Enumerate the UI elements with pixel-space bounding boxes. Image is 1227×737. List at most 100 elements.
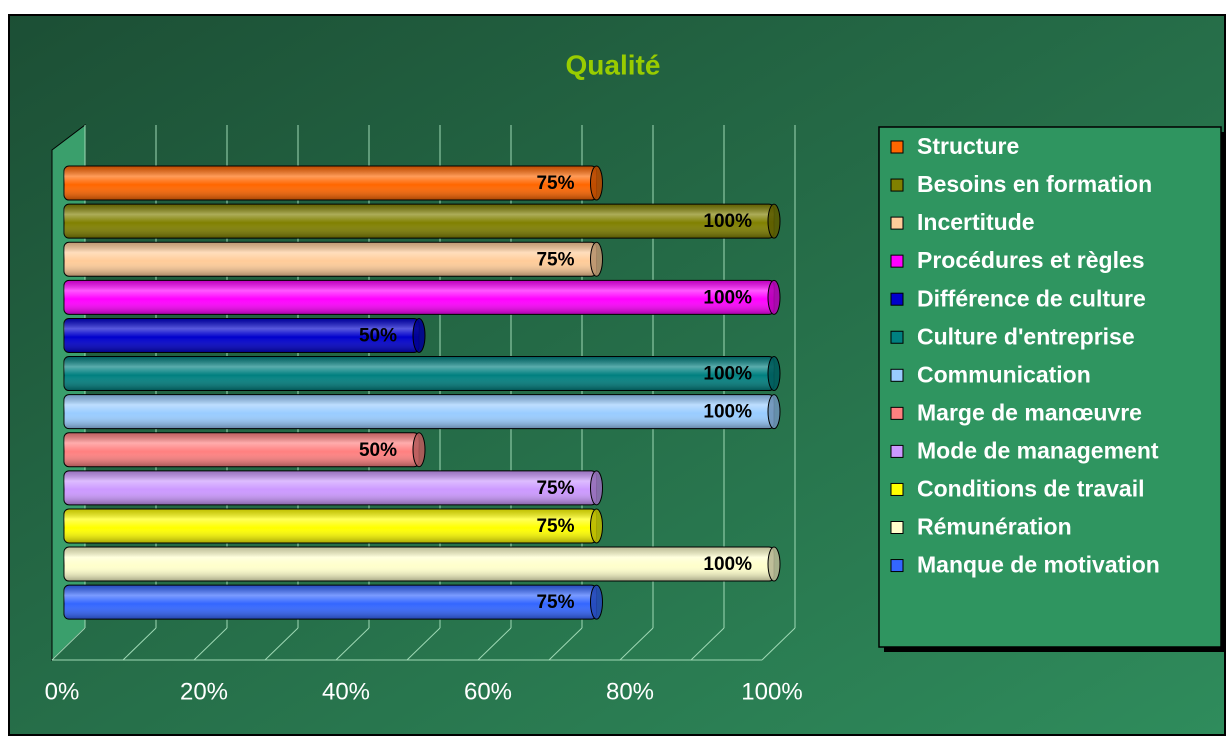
bar-cap-shade	[413, 318, 425, 353]
x-tick-label: 60%	[464, 678, 512, 705]
x-tick-label: 100%	[741, 678, 802, 705]
bar-cap	[590, 584, 603, 620]
legend-swatch	[890, 292, 904, 306]
bar-cap-shade	[590, 242, 603, 277]
legend-label: Procédures et règles	[917, 247, 1145, 273]
legend-swatch	[890, 368, 904, 382]
value-label: 75%	[536, 592, 574, 613]
legend-label: Conditions de travail	[917, 476, 1144, 502]
bar-cap	[590, 241, 603, 277]
floor-line	[477, 627, 512, 661]
bar-shine	[64, 166, 597, 201]
bar-cap	[412, 432, 426, 468]
legend-label: Incertitude	[917, 209, 1035, 235]
value-label: 75%	[536, 478, 574, 499]
x-tick-label: 40%	[322, 678, 370, 705]
bar-shine	[64, 432, 419, 467]
bar-group: 100%	[63, 356, 781, 392]
bar-group: 75%	[63, 508, 603, 544]
bar-cap-shade	[768, 356, 780, 391]
bar-group: 100%	[63, 546, 781, 582]
legend-label: Manque de motivation	[917, 552, 1160, 578]
legend-swatch	[890, 444, 904, 458]
bar-shine	[64, 585, 597, 620]
x-tick-label: 80%	[606, 678, 654, 705]
bar-group: 75%	[63, 241, 603, 277]
floor-line	[548, 627, 583, 661]
value-label: 75%	[536, 516, 574, 537]
bar-group: 100%	[63, 203, 781, 239]
bar-shine	[64, 204, 774, 239]
value-label: 100%	[703, 287, 752, 308]
bar-cap	[767, 279, 781, 315]
x-tick-label: 20%	[180, 678, 228, 705]
floor-line	[619, 627, 654, 661]
bar-cap	[767, 356, 781, 392]
bar-shine	[64, 242, 597, 277]
value-label: 75%	[536, 249, 574, 270]
legend-label: Besoins en formation	[917, 171, 1152, 197]
floor-line	[264, 627, 299, 661]
bar-shine	[64, 547, 774, 582]
legend-swatch	[890, 482, 904, 496]
bar-cap	[412, 317, 426, 353]
floor-line	[122, 627, 157, 661]
legend-swatch	[890, 254, 904, 268]
floor-line	[193, 627, 228, 661]
bar-cap	[767, 203, 781, 239]
bar-cap	[590, 470, 603, 506]
bar-cap-shade	[768, 204, 780, 239]
legend-label: Culture d'entreprise	[917, 323, 1135, 349]
floor-line	[335, 627, 370, 661]
bar-cap-shade	[768, 547, 780, 582]
bar-cap-shade	[768, 280, 780, 315]
value-label: 100%	[703, 211, 752, 232]
bar-group: 75%	[63, 165, 603, 201]
value-label: 50%	[359, 440, 397, 461]
legend-swatch	[890, 406, 904, 420]
legend-swatch	[890, 178, 904, 192]
bar-cap	[767, 394, 781, 430]
bar-group: 100%	[63, 279, 781, 315]
bar-cap	[767, 546, 781, 582]
legend-swatch	[890, 216, 904, 230]
value-label: 100%	[703, 402, 752, 423]
bar-group: 75%	[63, 470, 603, 506]
legend-swatch	[890, 140, 904, 154]
bar-group: 100%	[63, 394, 781, 430]
legend-label: Communication	[917, 361, 1091, 387]
bar-shine	[64, 394, 774, 429]
bar-cap-shade	[590, 166, 603, 201]
floor-line	[690, 627, 725, 661]
legend-label: Structure	[917, 133, 1019, 159]
value-label: 100%	[703, 554, 752, 575]
chart-title: Qualité	[566, 49, 661, 80]
bar-cap-shade	[590, 508, 603, 543]
legend-label: Marge de manœuvre	[917, 399, 1142, 425]
value-label: 50%	[359, 325, 397, 346]
bar-cap-shade	[590, 585, 603, 620]
legend-swatch	[890, 559, 904, 573]
bar-cap-shade	[413, 432, 425, 467]
bar-cap-shade	[590, 470, 603, 505]
legend-label: Mode de management	[917, 437, 1159, 463]
legend-swatch	[890, 330, 904, 344]
floor-line	[51, 627, 86, 661]
bar-group: 75%	[63, 584, 603, 620]
bar-cap	[590, 508, 603, 544]
x-tick-label: 0%	[45, 678, 80, 705]
bar-shine	[64, 470, 597, 505]
bar-cap	[590, 165, 603, 201]
bar-shine	[64, 318, 419, 353]
value-label: 75%	[536, 173, 574, 194]
bar-cap-shade	[768, 394, 780, 429]
floor-line	[761, 627, 796, 661]
legend	[878, 126, 1222, 648]
floor-line	[406, 627, 441, 661]
bar-shine	[64, 508, 597, 543]
value-label: 100%	[703, 364, 752, 385]
legend-label: Rémunération	[917, 514, 1072, 540]
bar-group: 50%	[63, 432, 426, 468]
